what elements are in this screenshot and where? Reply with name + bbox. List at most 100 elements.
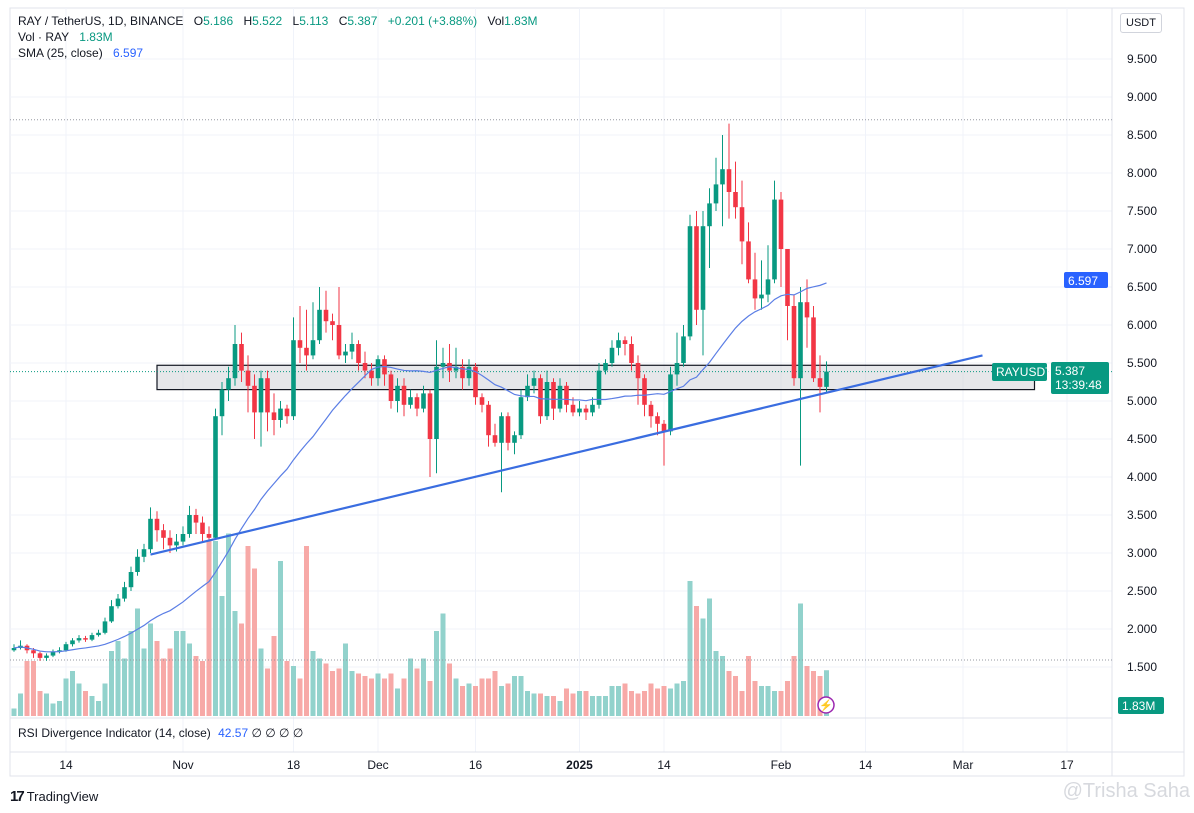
candle bbox=[63, 641, 69, 652]
candle-body bbox=[440, 363, 446, 367]
volume-bar bbox=[752, 681, 758, 716]
candle-body bbox=[297, 340, 303, 348]
candle bbox=[102, 617, 108, 635]
candle bbox=[765, 245, 771, 303]
volume-bar bbox=[89, 696, 95, 716]
candle bbox=[226, 366, 231, 401]
last-price-badge-text: 5.387 bbox=[1055, 364, 1085, 378]
candle-body bbox=[167, 537, 173, 546]
candle bbox=[154, 511, 160, 542]
candle-body bbox=[512, 435, 517, 443]
candle-body bbox=[213, 416, 218, 538]
volume-bar bbox=[44, 693, 49, 716]
candle-body bbox=[505, 416, 511, 443]
candle bbox=[271, 393, 277, 436]
candle-body bbox=[596, 370, 602, 405]
volume-bar bbox=[492, 671, 498, 716]
candle-body bbox=[37, 653, 43, 658]
y-tick-label: 4.000 bbox=[1127, 470, 1157, 484]
y-tick-label: 3.500 bbox=[1127, 508, 1157, 522]
candle bbox=[512, 431, 517, 455]
volume-bar bbox=[109, 651, 114, 716]
candle bbox=[193, 508, 199, 534]
volume-bar bbox=[759, 686, 764, 716]
candle-body bbox=[466, 366, 472, 379]
candle-body bbox=[245, 370, 251, 386]
volume-bar bbox=[349, 671, 355, 716]
volume-bar bbox=[11, 708, 17, 716]
volume-bar bbox=[408, 658, 413, 716]
candle bbox=[772, 180, 777, 284]
y-tick-label: 1.500 bbox=[1127, 660, 1157, 674]
candle-body bbox=[427, 393, 433, 439]
y-tick-label: 2.000 bbox=[1127, 622, 1157, 636]
candle-body bbox=[687, 226, 693, 337]
candle bbox=[336, 287, 342, 360]
candle bbox=[778, 192, 784, 287]
candle-body bbox=[583, 408, 589, 413]
volume-bar bbox=[681, 681, 686, 716]
volume-bar bbox=[245, 546, 251, 716]
candle bbox=[531, 370, 537, 394]
lightning-icon: ⚡ bbox=[817, 696, 835, 714]
volume-bar bbox=[284, 661, 290, 716]
candle bbox=[421, 385, 426, 413]
candle bbox=[564, 382, 569, 413]
volume-bar bbox=[122, 658, 127, 716]
sma-indicator-row[interactable]: SMA (25, close) 6.597 bbox=[18, 46, 144, 60]
candle bbox=[161, 524, 166, 550]
volume-bar bbox=[148, 623, 153, 716]
candle-body bbox=[759, 294, 764, 299]
candle-body bbox=[577, 408, 582, 413]
tradingview-logo[interactable]: 17 TradingView bbox=[10, 788, 99, 805]
volume-bar bbox=[440, 613, 446, 716]
candle-body bbox=[31, 650, 36, 654]
candle-body bbox=[96, 632, 101, 636]
candle-body bbox=[622, 340, 628, 344]
sma-price-badge: 6.597 bbox=[1064, 272, 1108, 288]
close-value: 5.387 bbox=[347, 14, 378, 28]
x-tick-label: 16 bbox=[469, 758, 483, 772]
candle-body bbox=[739, 207, 745, 242]
candle bbox=[375, 355, 381, 386]
candle bbox=[700, 211, 706, 356]
candle bbox=[57, 647, 62, 654]
candle-body bbox=[148, 518, 153, 550]
candle-body bbox=[187, 515, 192, 534]
rsi-indicator-legend[interactable]: RSI Divergence Indicator (14, close) 42.… bbox=[18, 726, 304, 740]
volume-indicator-row[interactable]: Vol · RAY 1.83M bbox=[18, 30, 113, 44]
candle bbox=[76, 635, 82, 643]
candle-body bbox=[226, 378, 231, 390]
candle bbox=[824, 361, 829, 393]
x-tick-label: 2025 bbox=[566, 758, 593, 772]
volume-bar bbox=[674, 683, 680, 716]
candle-body bbox=[206, 534, 212, 538]
volume-bar bbox=[642, 691, 647, 716]
candle bbox=[408, 389, 413, 409]
candle bbox=[83, 635, 88, 642]
candle bbox=[492, 423, 498, 447]
candle bbox=[603, 359, 608, 375]
volume-bar bbox=[570, 693, 576, 716]
symbol-title[interactable]: RAY / TetherUS, 1D, BINANCE bbox=[18, 14, 184, 28]
candle-body bbox=[336, 325, 342, 356]
candle bbox=[96, 629, 101, 637]
candle-body bbox=[817, 378, 823, 387]
candle-body bbox=[369, 370, 374, 379]
currency-button[interactable]: USDT bbox=[1120, 13, 1162, 33]
candle-body bbox=[538, 378, 543, 417]
candle-body bbox=[531, 378, 537, 386]
candle-body bbox=[746, 241, 751, 280]
y-tick-label: 2.500 bbox=[1127, 584, 1157, 598]
candle-body bbox=[115, 598, 121, 607]
volume-bar bbox=[278, 561, 283, 716]
candle-body bbox=[161, 530, 166, 538]
candle-body bbox=[752, 279, 758, 299]
candle bbox=[798, 287, 803, 466]
volume-bar bbox=[395, 688, 400, 716]
volume-bar bbox=[746, 656, 751, 716]
candle-body bbox=[219, 389, 225, 417]
candle-body bbox=[518, 397, 524, 436]
